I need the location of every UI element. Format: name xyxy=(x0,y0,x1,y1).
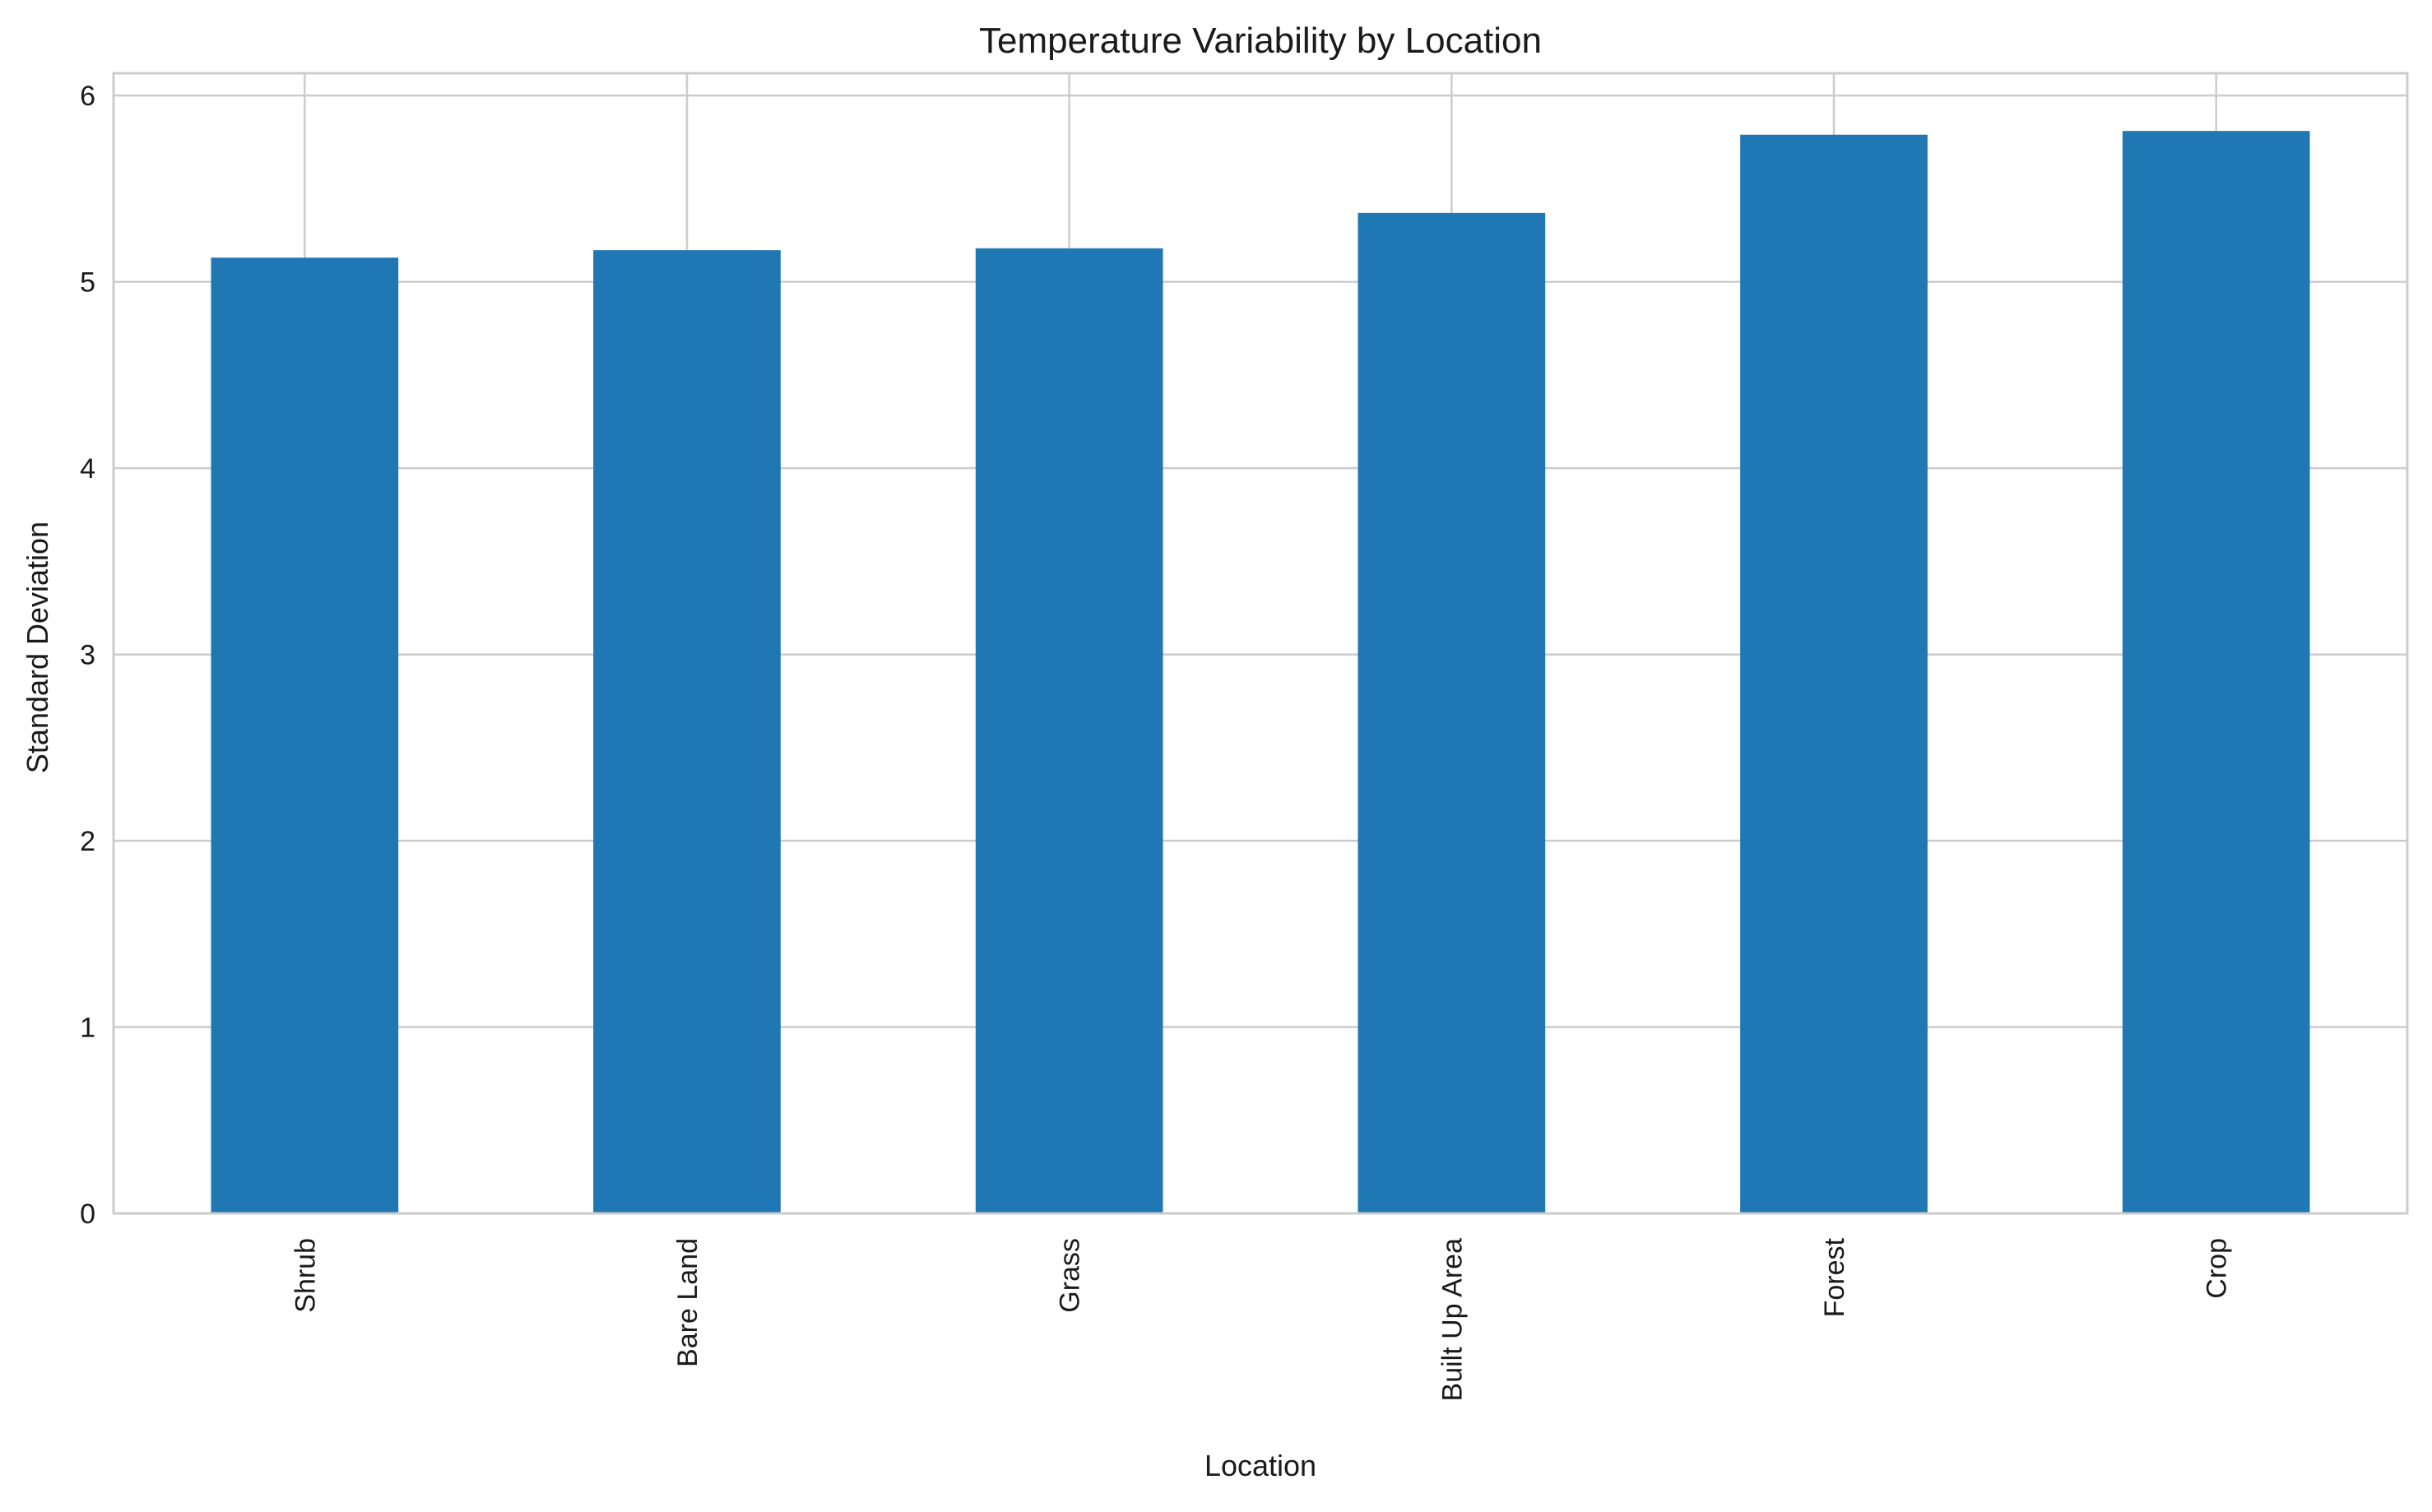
y-axis-label: Standard Deviation xyxy=(21,522,54,773)
plot-frame xyxy=(112,72,2409,1215)
y-tick-label-5: 5 xyxy=(80,267,95,299)
grid-layer xyxy=(114,73,2407,1215)
y-tick-label-3: 3 xyxy=(80,640,95,671)
bar-forest xyxy=(1740,134,1928,1213)
bar-bare-land xyxy=(593,250,781,1213)
bar-grass xyxy=(975,248,1163,1214)
x-tick-label-shrub: Shrub xyxy=(290,1238,321,1313)
chart-title: Temperature Variability by Location xyxy=(979,21,1542,61)
x-tick-label-built-up-area: Built Up Area xyxy=(1436,1238,1468,1402)
y-tick-label-0: 0 xyxy=(80,1199,95,1230)
y-tick-label-4: 4 xyxy=(80,453,95,485)
y-tick-labels: 0 1 2 3 4 5 6 xyxy=(80,81,95,1230)
x-axis-label: Location xyxy=(1204,1449,1316,1482)
y-tick-label-6: 6 xyxy=(80,81,95,112)
y-tick-label-2: 2 xyxy=(80,826,95,857)
bar-crop xyxy=(2122,131,2310,1213)
y-tick-label-1: 1 xyxy=(80,1013,95,1044)
x-tick-label-crop: Crop xyxy=(2202,1238,2233,1299)
bar-layer xyxy=(211,131,2310,1214)
x-tick-label-grass: Grass xyxy=(1055,1238,1086,1313)
x-tick-label-bare-land: Bare Land xyxy=(672,1238,703,1367)
x-tick-label-forest: Forest xyxy=(1819,1237,1850,1317)
bar-built-up-area xyxy=(1358,212,1546,1214)
bar-shrub xyxy=(211,257,399,1214)
x-tick-labels: Shrub Bare Land Grass Built Up Area Forest Cr… xyxy=(290,1237,2232,1401)
